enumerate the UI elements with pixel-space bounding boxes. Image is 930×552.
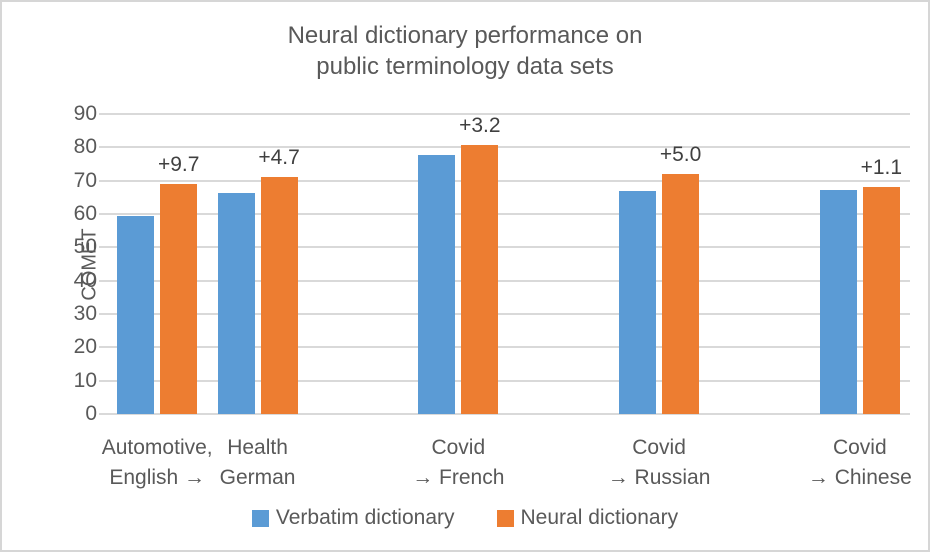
x-axis-line (107, 413, 910, 415)
bar-verbatim-dictionary (217, 192, 255, 414)
bar-verbatim-dictionary (819, 190, 857, 414)
y-axis-tick (99, 246, 107, 249)
bar-verbatim-dictionary (418, 155, 456, 414)
bar-neural-dictionary (260, 177, 298, 414)
plot-area: COMET 0 10 20 30 40 50 60 70 80 90 +9.7 +4.7 +3.2 +5.… (74, 103, 910, 424)
y-axis-tick (99, 113, 107, 115)
bar-neural-dictionary (461, 144, 499, 414)
legend-swatch-icon (496, 509, 514, 527)
y-axis-tick (99, 146, 107, 149)
legend-item-verbatim: Verbatim dictionary (251, 506, 455, 530)
bar-neural-dictionary (160, 184, 198, 414)
legend-label: Verbatim dictionary (275, 506, 455, 529)
chart-legend: Verbatim dictionary Neural dictionary (2, 506, 928, 530)
y-tick-label: 70 (73, 168, 97, 192)
y-axis-tick (99, 346, 107, 349)
chart-title-line-1: Neural dictionary performance on (287, 22, 643, 49)
delta-data-label: +9.7 (157, 153, 200, 176)
legend-swatch-icon (251, 509, 269, 527)
bar-neural-dictionary (662, 174, 700, 414)
delta-data-label: +4.7 (258, 146, 300, 169)
y-tick-label: 20 (73, 335, 97, 359)
x-axis-category-labels: Automotive, English → Health German Covid … (102, 433, 912, 493)
delta-data-label: +1.1 (860, 155, 903, 179)
y-tick-label: 0 (85, 402, 97, 425)
gridline (107, 146, 910, 149)
bar-verbatim-dictionary (619, 190, 657, 414)
y-axis-tick (99, 279, 107, 282)
y-tick-label: 80 (73, 135, 97, 159)
y-tick-label: 10 (73, 368, 97, 392)
y-axis-tick (99, 313, 107, 315)
bar-verbatim-dictionary (117, 216, 155, 414)
y-axis-tick (99, 179, 107, 182)
y-axis-tick (99, 413, 107, 415)
gridline (107, 213, 910, 215)
delta-data-label: +5.0 (659, 143, 702, 166)
y-axis-tick (99, 379, 107, 382)
gridline (107, 313, 910, 315)
gridline (107, 279, 910, 282)
gridline (107, 379, 910, 382)
y-tick-label: 30 (73, 302, 97, 325)
y-tick-label: 60 (73, 202, 97, 225)
gridline (107, 179, 910, 182)
y-tick-label: 50 (73, 235, 97, 259)
x-category-label: Covid → French (412, 436, 505, 489)
y-axis-tick (99, 213, 107, 215)
x-category-label: Covid → Russian (607, 436, 711, 489)
chart-title-line-2: public terminology data sets (316, 53, 614, 80)
gridline (107, 113, 910, 115)
delta-data-label: +3.2 (459, 113, 501, 137)
x-category-label: Covid → Chinese (807, 436, 912, 489)
x-category-label: Automotive, English → (101, 436, 213, 489)
bar-neural-dictionary (862, 186, 900, 414)
legend-item-neural: Neural dictionary (496, 506, 679, 530)
gridline (107, 246, 910, 249)
legend-label: Neural dictionary (520, 506, 679, 529)
gridline (107, 346, 910, 349)
y-tick-label: 40 (73, 268, 97, 292)
y-tick-label: 90 (73, 102, 97, 125)
x-category-label: Health German (219, 436, 296, 489)
